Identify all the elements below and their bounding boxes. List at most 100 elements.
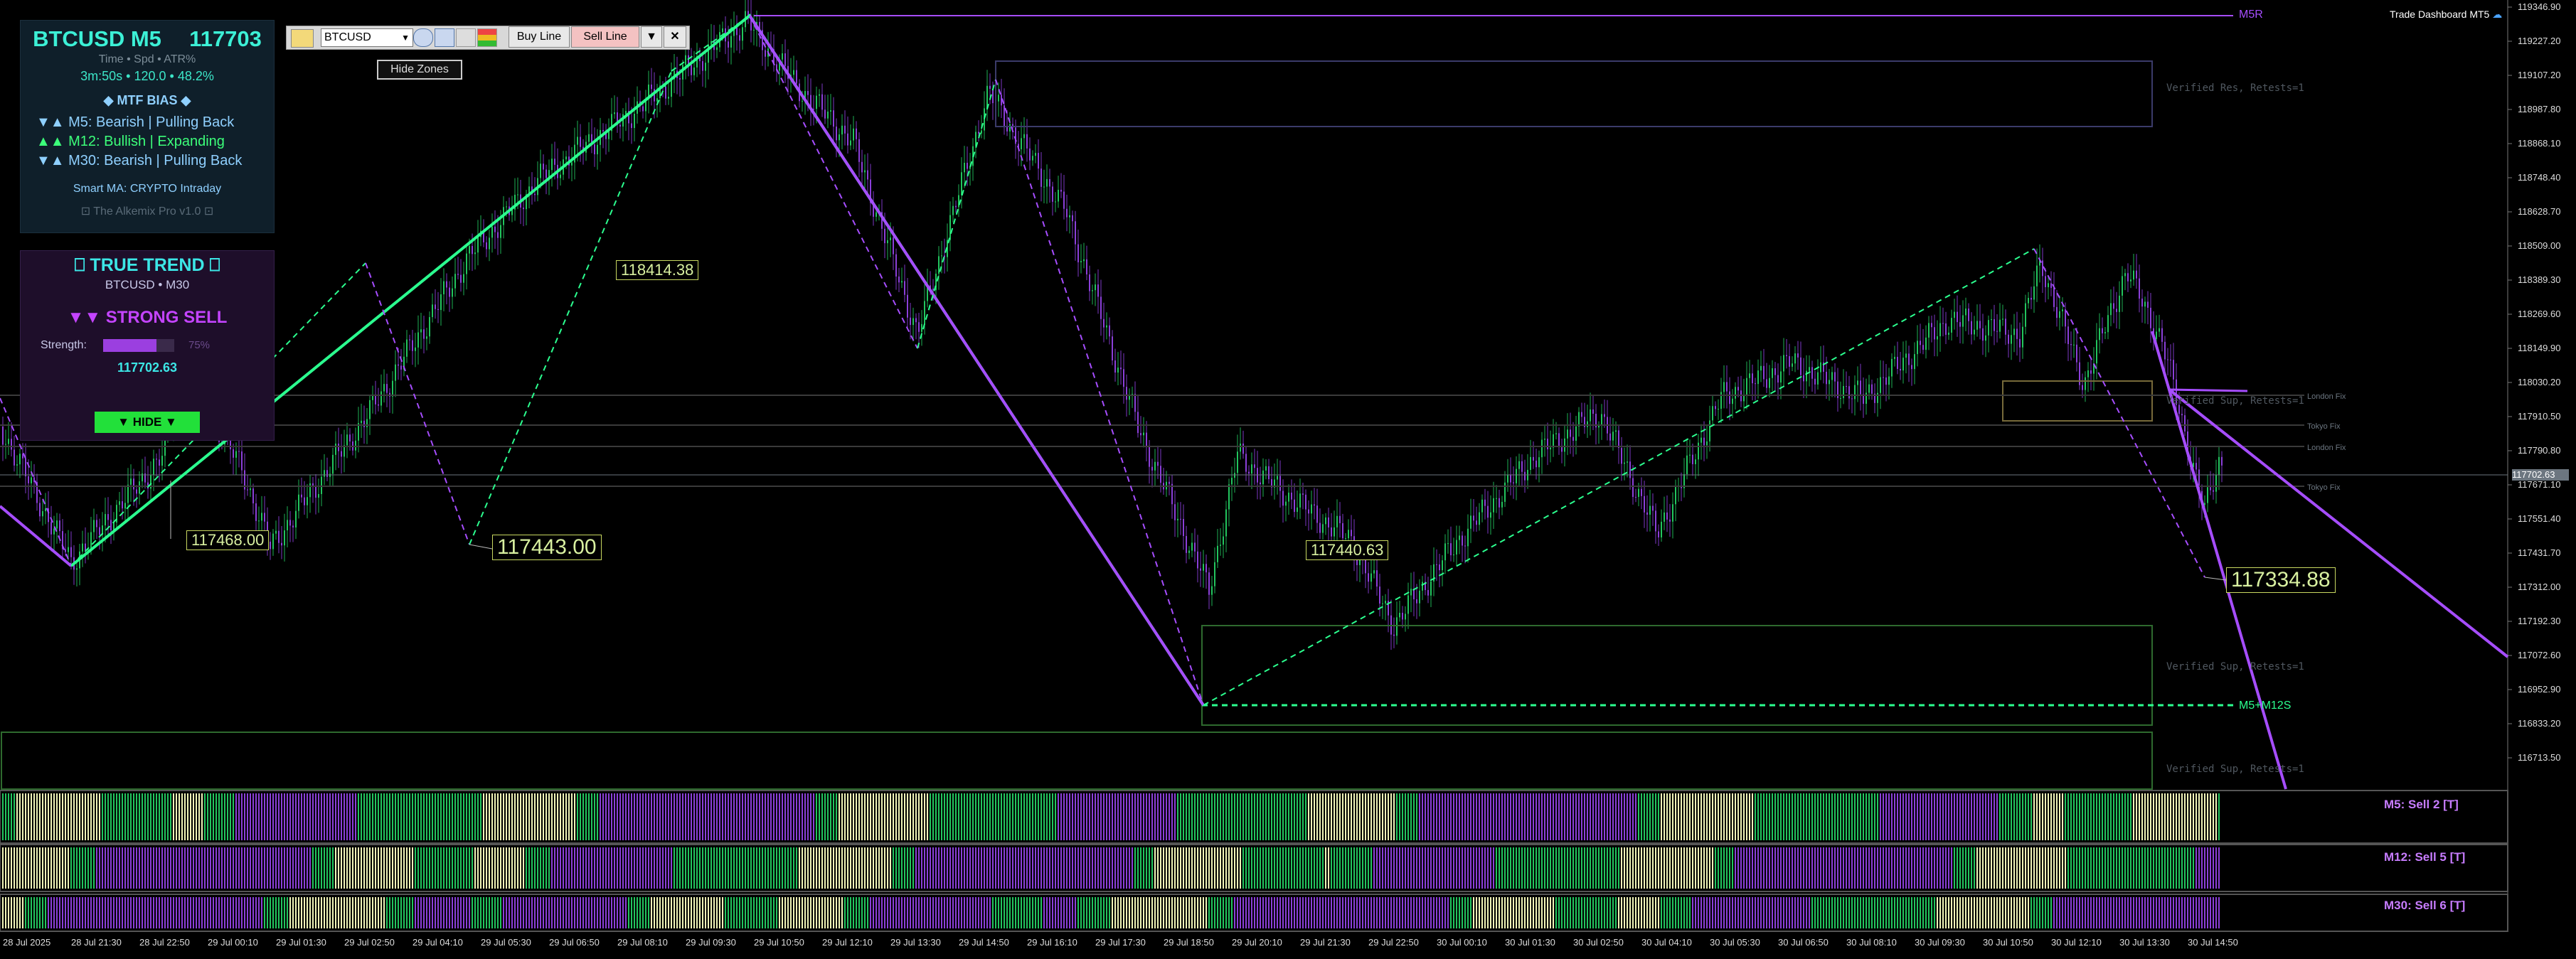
candle-body: [1302, 493, 1304, 495]
candle-body: [1851, 398, 1853, 400]
candle-body: [139, 481, 140, 494]
candle-body: [1558, 433, 1560, 448]
candle-body: [1831, 372, 1833, 380]
candle-body: [617, 112, 618, 125]
tokyo-fix-label-2: Tokyo Fix: [2307, 483, 2341, 492]
strength-percent: 75%: [188, 339, 211, 351]
candle-body: [1774, 368, 1776, 375]
candle-body: [1282, 491, 1284, 506]
candle-body: [1786, 355, 1787, 357]
candle-body: [634, 113, 635, 129]
candle-body: [1504, 482, 1506, 502]
candle-body: [2144, 301, 2146, 307]
dropdown-button[interactable]: ▼: [641, 26, 662, 48]
brand-label: ⊡ The Alkemix Pro v1.0 ⊡: [80, 205, 214, 218]
symbol-select[interactable]: BTCUSD ▼: [321, 28, 413, 47]
m5r-label: M5R: [2239, 9, 2263, 21]
candle-body: [893, 237, 894, 255]
chart-icon[interactable]: [291, 29, 314, 48]
candle-body: [48, 508, 49, 523]
m5m12s-label: M5+M12S: [2239, 700, 2292, 712]
candle-body: [2028, 298, 2029, 304]
price-tick-label: 118269.60: [2518, 309, 2561, 319]
time-tick-label: 29 Jul 14:50: [959, 937, 1009, 948]
candle-body: [366, 419, 368, 427]
candle-body: [415, 347, 416, 351]
candle-body: [1609, 433, 1611, 441]
price-tick-label: 116952.90: [2518, 684, 2561, 695]
candle-body: [1072, 215, 1073, 222]
candle-body: [733, 27, 735, 36]
candle-body: [1200, 568, 1201, 571]
candle-body: [469, 246, 470, 254]
candle-body: [321, 476, 322, 494]
candle-body: [981, 130, 982, 134]
candle-body: [1823, 362, 1824, 372]
candle-body: [107, 514, 109, 520]
candle-body: [2147, 301, 2149, 308]
candle-body: [1137, 412, 1139, 434]
candle-body: [1877, 392, 1878, 403]
price-tick-label: 119346.90: [2518, 1, 2561, 12]
candle-body: [961, 172, 962, 195]
candle-body: [1664, 512, 1665, 522]
candle-body: [742, 27, 743, 41]
candle-body: [1641, 488, 1642, 496]
candle-body: [1572, 436, 1574, 441]
hide-button[interactable]: ▼ HIDE ▼: [95, 412, 200, 433]
price-tick-label: 117431.70: [2518, 547, 2561, 558]
settings-icon[interactable]: [413, 28, 433, 47]
buy-line-button[interactable]: Buy Line: [509, 26, 570, 48]
candle-body: [42, 511, 43, 517]
price-tick-label: 116833.20: [2518, 718, 2561, 729]
candle-body: [1979, 321, 1981, 328]
candle-body: [1715, 406, 1716, 409]
candle-body: [671, 79, 672, 97]
candle-body: [1752, 373, 1753, 384]
candle-body: [1410, 589, 1412, 596]
candle-body: [1416, 599, 1417, 604]
candle-body: [1516, 468, 1517, 483]
candle-body: [1806, 370, 1807, 382]
swing-pointer-e: [2204, 577, 2227, 581]
candle-body: [1746, 377, 1747, 396]
candle-body: [910, 317, 911, 326]
candle-body: [1538, 457, 1540, 468]
candle-body: [861, 161, 863, 173]
candle-body: [2005, 318, 2006, 335]
candle-body: [2104, 332, 2106, 333]
candle-body: [1004, 105, 1005, 127]
candle-body: [1399, 612, 1400, 618]
candle-body: [417, 332, 419, 348]
candle-body: [1476, 520, 1477, 525]
candle-body: [1883, 377, 1884, 378]
hide-zones-button[interactable]: Hide Zones: [377, 60, 462, 80]
candle-body: [941, 255, 942, 257]
stats-values: 3m:50s • 120.0 • 48.2%: [80, 69, 214, 83]
list-icon[interactable]: [435, 28, 454, 47]
color-bars-icon[interactable]: [477, 28, 497, 47]
candle-body: [2150, 307, 2151, 328]
candle-body: [380, 391, 382, 406]
sell-line-button[interactable]: Sell Line: [571, 26, 639, 48]
time-tick-label: 30 Jul 01:30: [1505, 937, 1555, 948]
candle-body: [289, 520, 291, 526]
candle-body: [1553, 434, 1554, 448]
candle-body: [2008, 334, 2009, 344]
candle-body: [1194, 542, 1196, 552]
close-icon[interactable]: ✕: [664, 26, 686, 48]
candle-body: [796, 70, 797, 84]
candle-body: [1988, 320, 1989, 336]
candle-body: [1063, 191, 1065, 209]
candle-body: [1487, 505, 1489, 518]
candle-body: [2161, 328, 2163, 342]
candle-body: [2221, 456, 2223, 466]
candle-body: [1871, 384, 1873, 394]
trade-dashboard-label[interactable]: Trade Dashboard MT5 ☁: [2390, 9, 2503, 20]
candle-body: [631, 123, 632, 129]
candle-body: [2033, 286, 2035, 300]
candle-body: [2159, 328, 2160, 332]
candle-body: [1547, 439, 1548, 450]
line-tool-icon[interactable]: [456, 28, 476, 47]
